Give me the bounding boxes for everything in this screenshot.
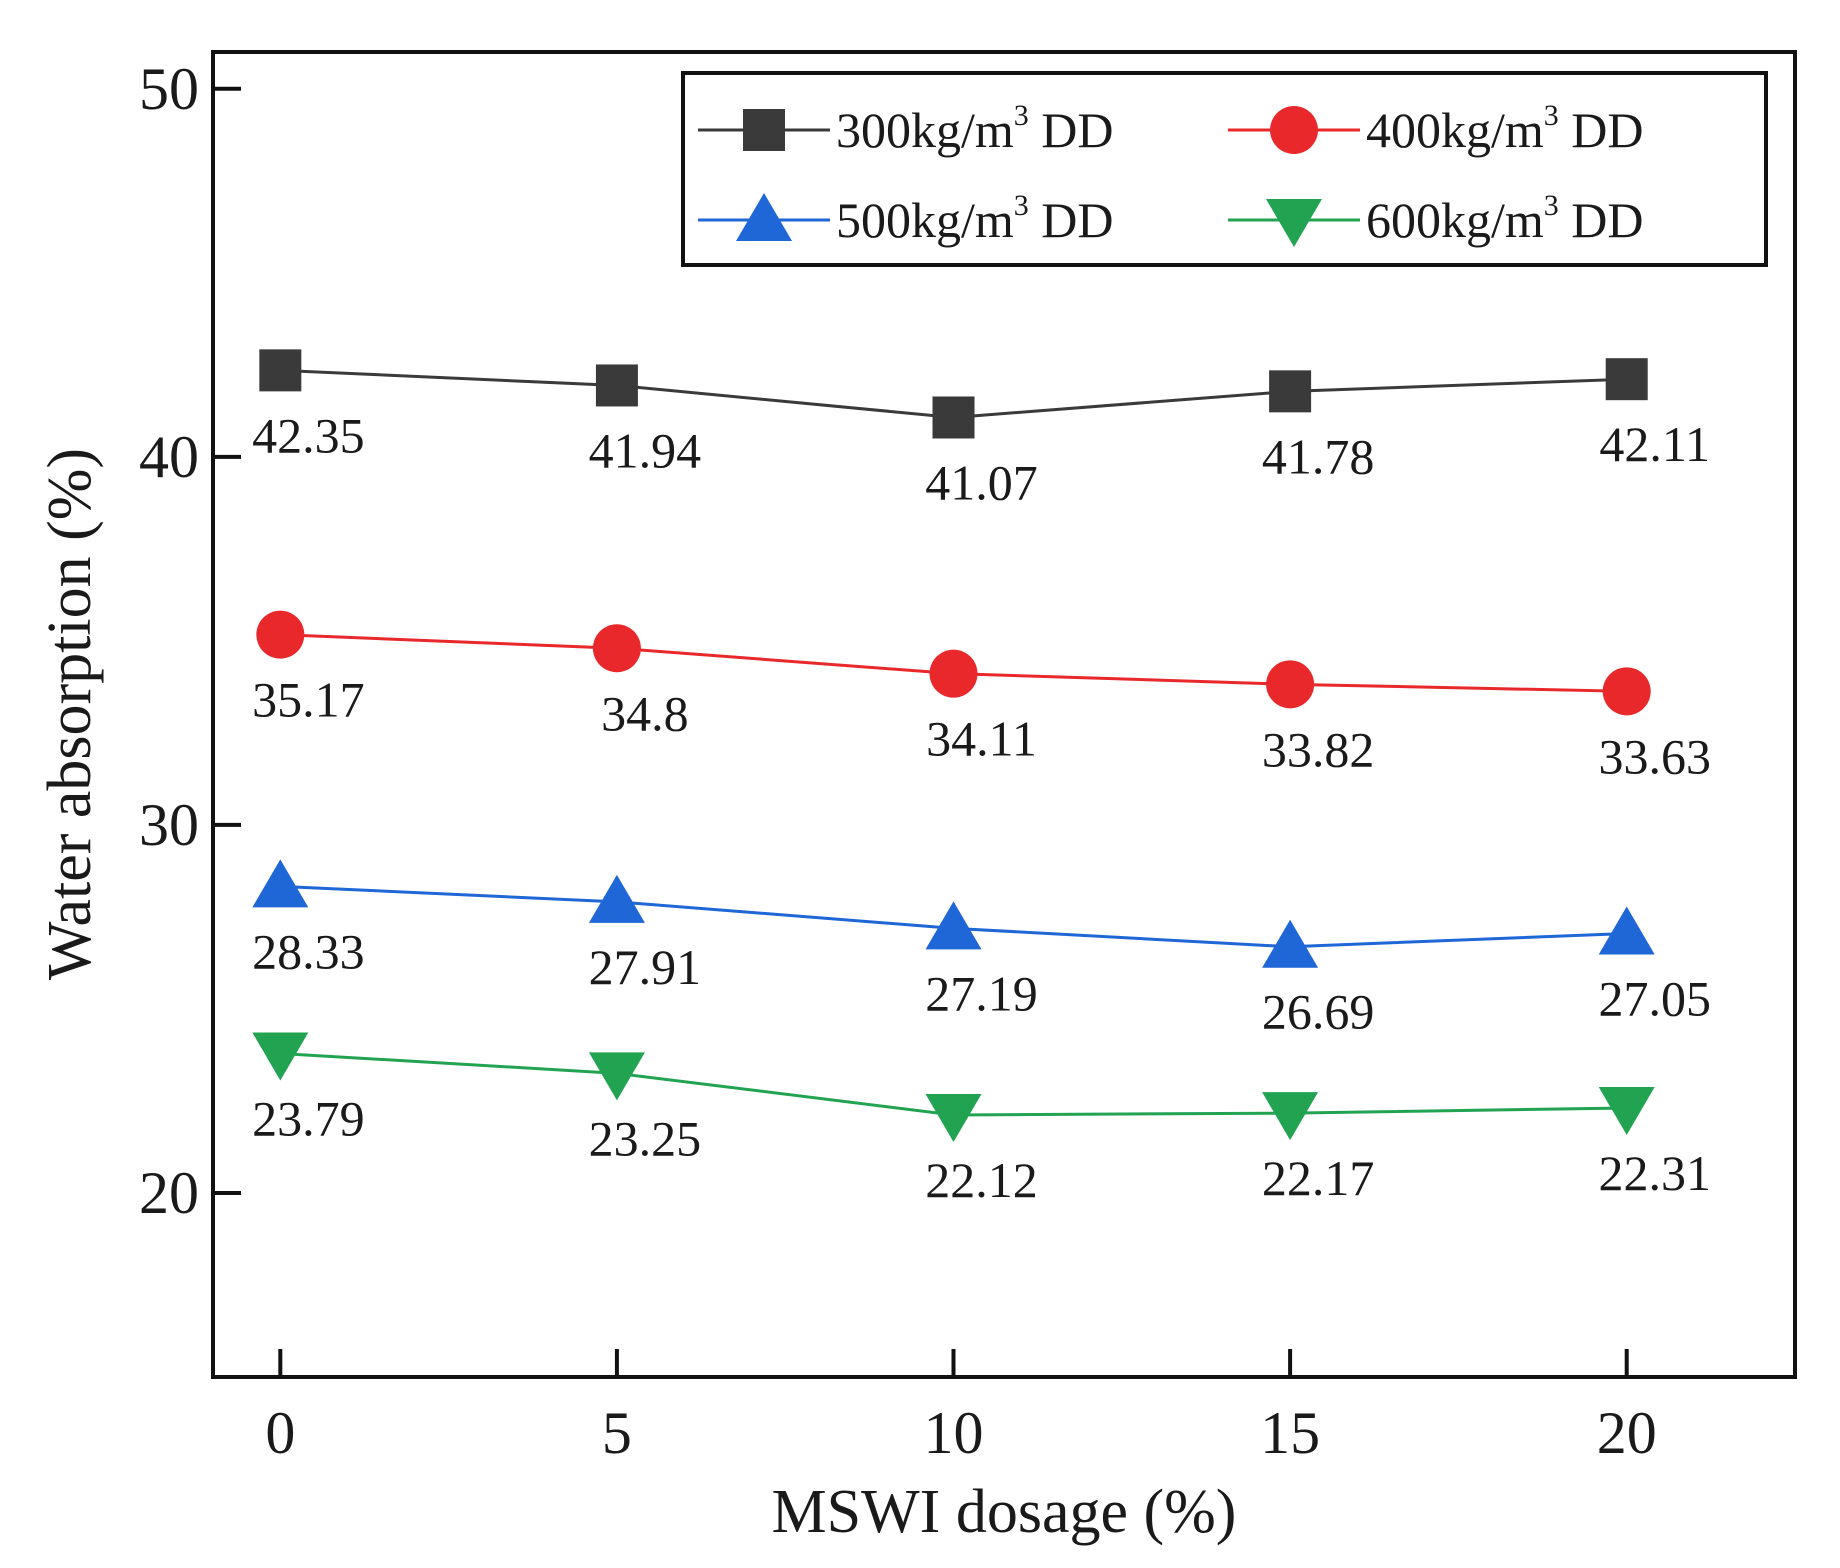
legend-marker bbox=[1266, 199, 1322, 247]
data-point bbox=[925, 1093, 982, 1142]
series-3: 23.79 23.25 22.12 22.17 22.31 bbox=[252, 1032, 1711, 1208]
series-2: 28.33 27.91 27.19 26.69 27.05 bbox=[252, 859, 1711, 1040]
data-point bbox=[595, 364, 638, 407]
data-point bbox=[1262, 1092, 1319, 1141]
y-axis-title: Water absorption (%) bbox=[36, 448, 104, 980]
data-label: 22.12 bbox=[925, 1152, 1038, 1208]
data-point bbox=[252, 859, 309, 908]
data-label: 41.07 bbox=[925, 454, 1038, 510]
legend-marker bbox=[743, 109, 785, 151]
x-tick-label: 5 bbox=[602, 1400, 632, 1466]
legend-item: 300kg/m3 DD bbox=[698, 99, 1114, 158]
data-point bbox=[588, 1052, 645, 1101]
data-point bbox=[256, 610, 305, 659]
data-label: 41.78 bbox=[1262, 428, 1375, 484]
data-point bbox=[1605, 358, 1648, 401]
x-axis: 0 5 10 15 20 bbox=[265, 1349, 1657, 1466]
data-label: 41.94 bbox=[589, 422, 702, 478]
data-point bbox=[1269, 370, 1312, 413]
legend-box bbox=[681, 71, 1768, 267]
legend-label: 600kg/m3 DD bbox=[1366, 189, 1644, 248]
legend-marker bbox=[1270, 106, 1318, 154]
data-point bbox=[1598, 1086, 1655, 1135]
y-tick-label: 20 bbox=[139, 1160, 199, 1226]
series-0: 42.35 41.94 41.07 41.78 42.11 bbox=[252, 349, 1710, 510]
data-point bbox=[1262, 919, 1319, 968]
data-point bbox=[932, 396, 975, 439]
legend-label: 300kg/m3 DD bbox=[836, 99, 1114, 158]
data-label: 23.25 bbox=[589, 1110, 702, 1166]
data-point bbox=[1602, 667, 1651, 716]
y-tick-label: 50 bbox=[139, 56, 199, 122]
x-tick-label: 20 bbox=[1597, 1400, 1657, 1466]
data-label: 27.05 bbox=[1598, 970, 1711, 1026]
data-label: 42.35 bbox=[252, 407, 365, 463]
data-point bbox=[259, 349, 302, 392]
x-tick-label: 0 bbox=[265, 1400, 295, 1466]
data-label: 23.79 bbox=[252, 1090, 365, 1146]
x-tick-label: 10 bbox=[924, 1400, 984, 1466]
legend-label: 500kg/m3 DD bbox=[836, 189, 1114, 248]
data-label: 33.63 bbox=[1598, 728, 1711, 784]
data-label: 33.82 bbox=[1262, 721, 1375, 777]
series-1: 35.17 34.8 34.11 33.82 33.63 bbox=[252, 610, 1711, 784]
x-axis-title: MSWI dosage (%) bbox=[772, 1478, 1237, 1546]
data-label: 22.17 bbox=[1262, 1150, 1375, 1206]
data-label: 27.19 bbox=[925, 965, 1038, 1021]
data-point bbox=[1598, 906, 1655, 955]
plot-frame bbox=[211, 50, 1797, 1379]
data-label: 26.69 bbox=[1262, 984, 1375, 1040]
legend-item: 500kg/m3 DD bbox=[698, 189, 1114, 248]
legend-label: 400kg/m3 DD bbox=[1366, 99, 1644, 158]
legend-item: 600kg/m3 DD bbox=[1228, 189, 1644, 248]
data-label: 34.11 bbox=[926, 711, 1037, 767]
data-label: 22.31 bbox=[1598, 1145, 1711, 1201]
data-point bbox=[925, 901, 982, 950]
data-label: 27.91 bbox=[589, 939, 702, 995]
data-point bbox=[592, 624, 641, 673]
data-point bbox=[588, 874, 645, 923]
legend-item: 400kg/m3 DD bbox=[1228, 99, 1644, 158]
data-point bbox=[1266, 660, 1315, 709]
data-point bbox=[252, 1032, 309, 1081]
data-label: 42.11 bbox=[1599, 416, 1710, 472]
data-point bbox=[929, 649, 978, 698]
legend: 300kg/m3 DD 400kg/m3 DD 500kg/m3 DD 600kg/m… bbox=[681, 71, 1768, 267]
y-axis: 20 30 40 50 bbox=[139, 56, 241, 1226]
y-tick-label: 40 bbox=[139, 424, 199, 490]
data-label: 28.33 bbox=[252, 923, 365, 979]
x-tick-label: 15 bbox=[1260, 1400, 1320, 1466]
data-label: 34.8 bbox=[601, 685, 689, 741]
data-label: 35.17 bbox=[252, 672, 365, 728]
y-tick-label: 30 bbox=[139, 792, 199, 858]
legend-marker bbox=[736, 193, 792, 241]
